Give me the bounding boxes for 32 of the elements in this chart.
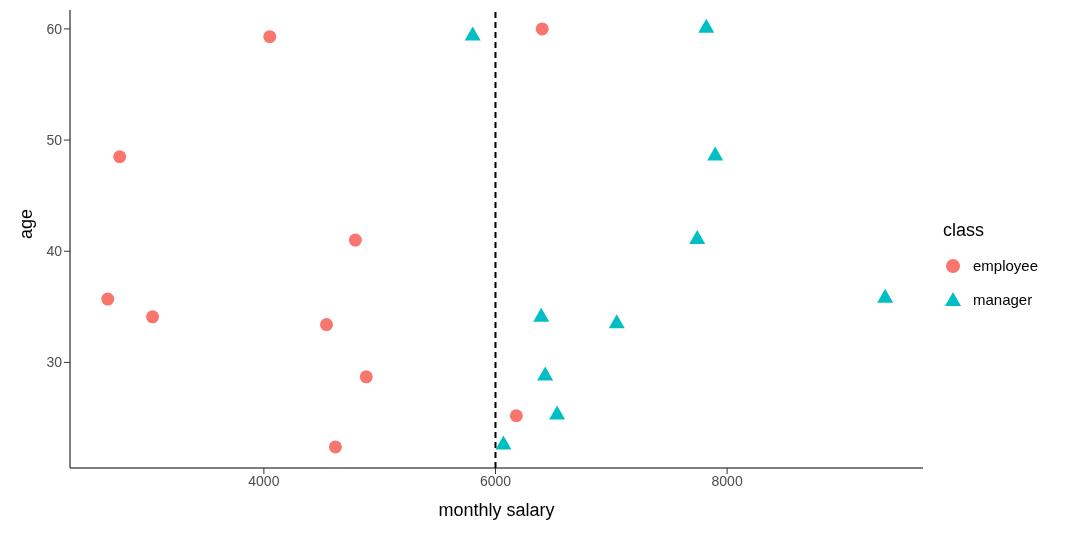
point [698,18,715,33]
y-tick-label: 30 [46,354,63,371]
point [146,310,160,324]
x-tick-label: 4000 [248,472,280,489]
point [320,318,334,332]
legend-title: class [942,219,985,241]
y-axis-title: age [16,208,37,239]
y-tick-label: 40 [46,243,63,260]
legend-label: manager [972,291,1033,308]
legend-label: employee [972,257,1038,274]
point [533,307,550,322]
point [464,26,481,41]
point [549,405,566,420]
x-axis-title: monthly salary [438,500,555,520]
y-tick-label: 60 [46,20,63,37]
point [495,435,512,450]
point [359,370,373,384]
point [707,146,724,161]
point [101,292,115,306]
point [348,233,362,247]
point [509,409,523,423]
y-tick-label: 50 [46,132,63,149]
point [535,22,549,36]
point [113,150,127,164]
point [608,314,625,329]
point [328,440,342,454]
x-tick-label: 8000 [711,472,743,489]
point [263,30,277,44]
point [537,366,554,381]
point [877,288,894,303]
point [689,229,706,244]
x-tick-label: 6000 [479,472,512,489]
